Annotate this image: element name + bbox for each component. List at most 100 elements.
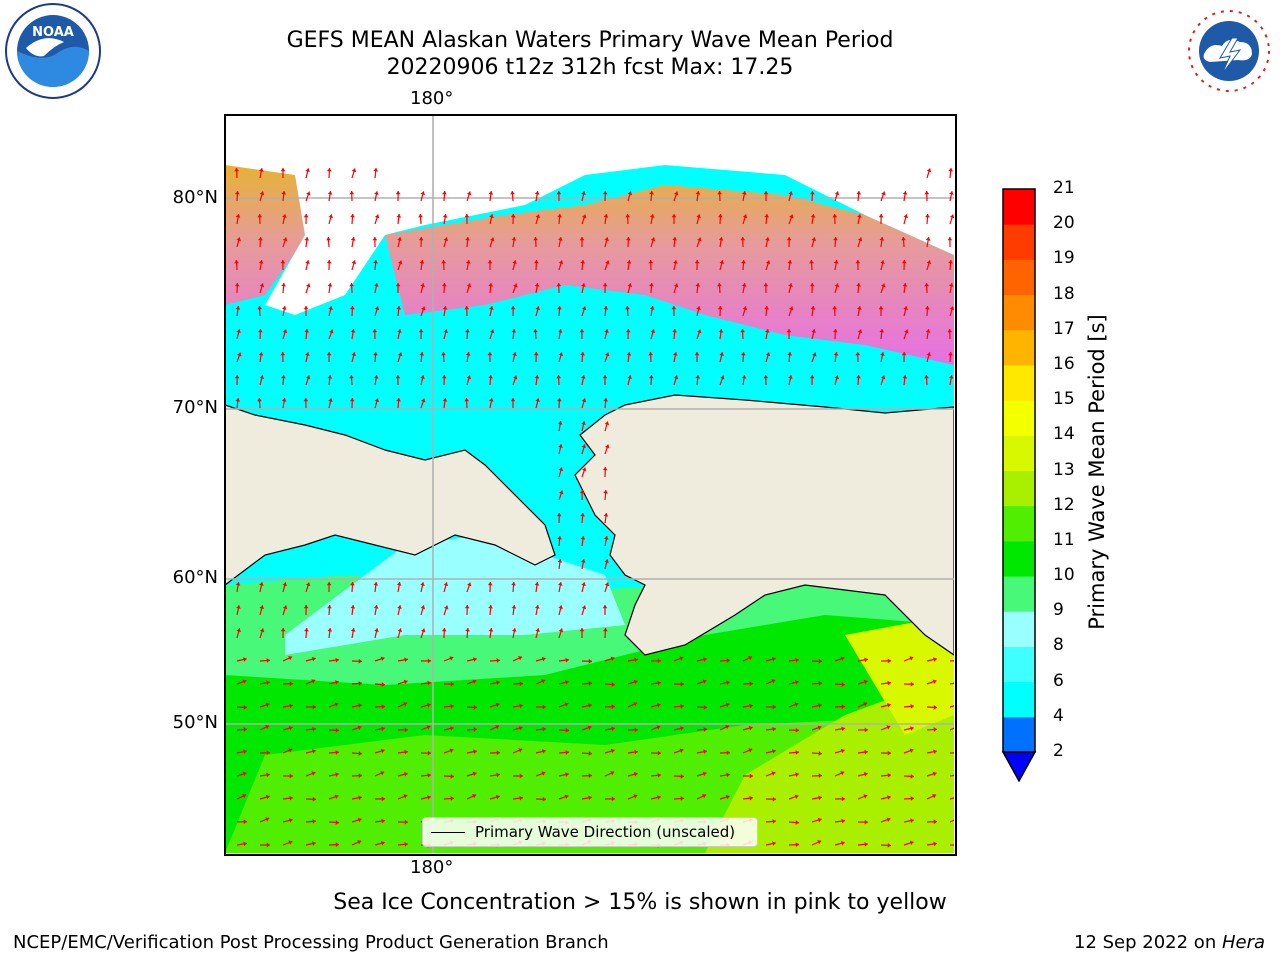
wave-arrow-head — [403, 702, 408, 707]
wave-arrow-head — [496, 772, 500, 778]
wave-arrow-head — [880, 260, 885, 264]
wave-arrow-head — [856, 283, 861, 287]
wave-arrow-head — [243, 819, 247, 825]
wave-arrow-head — [812, 352, 817, 357]
colorbar — [1001, 188, 1037, 783]
wave-arrow-head — [289, 703, 293, 709]
wave-arrow-head — [857, 329, 863, 334]
wave-arrow-head — [580, 352, 585, 356]
wave-arrow-head — [673, 260, 678, 264]
wave-arrow-head — [235, 214, 241, 218]
wave-arrow-head — [864, 657, 868, 663]
wave-arrow-head — [487, 582, 493, 586]
wave-arrow-head — [703, 749, 707, 755]
wave-arrow-head — [673, 283, 679, 288]
map-subtitle: 20220906 t12z 312h fcst Max: 17.25 — [386, 55, 794, 80]
wave-arrow-head — [473, 727, 477, 732]
wave-arrow-head — [926, 260, 932, 265]
wave-arrow-head — [374, 191, 379, 195]
colorbar-segment — [1003, 470, 1035, 507]
wave-arrow-head — [556, 191, 562, 195]
wave-arrow-head — [697, 237, 702, 242]
wave-arrow-head — [771, 749, 776, 754]
wave-arrow-head — [580, 375, 586, 379]
wave-arrow-head — [488, 375, 493, 379]
wave-arrow-head — [649, 214, 655, 218]
wave-arrow-head — [749, 703, 753, 709]
wave-arrow-head — [442, 283, 447, 287]
wave-arrow-head — [695, 375, 701, 379]
wave-arrow-head — [266, 772, 270, 778]
wave-arrow-head — [887, 795, 891, 800]
wave-arrow-head — [280, 168, 286, 172]
wave-arrow-head — [925, 329, 931, 333]
wave-arrow-head — [557, 582, 563, 586]
wave-arrow-head — [311, 771, 316, 776]
wave-arrow-head — [741, 283, 747, 287]
wave-arrow-head — [303, 398, 309, 402]
wave-arrow-head — [312, 819, 316, 824]
wave-arrow-head — [611, 796, 615, 802]
wave-arrow-head — [610, 771, 615, 776]
wave-arrow — [949, 705, 954, 708]
wave-arrow-head — [449, 656, 454, 661]
wave-arrow-head — [496, 680, 500, 686]
wave-arrow-head — [933, 727, 937, 732]
wave-arrow-head — [303, 605, 309, 609]
wave-arrow-head — [335, 820, 339, 825]
wave-arrow-head — [818, 773, 822, 778]
wave-arrow-head — [312, 726, 316, 732]
wave-arrow-head — [335, 772, 339, 777]
wave-arrow-head — [326, 352, 332, 356]
wave-arrow-head — [671, 214, 677, 218]
wave-arrow-head — [788, 283, 793, 287]
wave-arrow-head — [281, 375, 286, 379]
wave-arrow-head — [327, 168, 332, 172]
wave-arrow-head — [626, 260, 632, 264]
wave-arrow-head — [311, 656, 316, 662]
wave-arrow-head — [909, 748, 914, 753]
wave-arrow-head — [602, 191, 608, 195]
wave-arrow-head — [556, 375, 561, 379]
wave-arrow-head — [351, 168, 357, 173]
wave-arrow-head — [326, 260, 332, 264]
wave-arrow-head — [419, 352, 425, 356]
wave-arrow-head — [634, 657, 638, 663]
ocean-field-pacific-12s — [705, 675, 954, 853]
wave-arrow-head — [788, 306, 794, 311]
wave-arrow-head — [328, 398, 333, 402]
wave-arrow-head — [719, 352, 724, 357]
wave-arrow-head — [243, 727, 247, 732]
wave-arrow-head — [588, 751, 592, 756]
wave-arrow-head — [541, 656, 546, 662]
wave-arrow-head — [349, 375, 354, 379]
wave-arrow-head — [625, 329, 631, 333]
wave-arrow-head — [649, 375, 654, 379]
wave-arrow-head — [464, 398, 469, 402]
wave-arrow-head — [242, 679, 247, 684]
wave-arrow-head — [565, 772, 569, 777]
wave-arrow-head — [441, 352, 446, 356]
wave-arrow-head — [740, 329, 745, 333]
wave-arrow-head — [857, 237, 863, 242]
wave-arrow-head — [680, 774, 684, 779]
wave-arrow-head — [695, 283, 701, 287]
wave-arrow-head — [257, 398, 262, 402]
wave-arrow-head — [565, 750, 569, 755]
noaa-logo-text: NOAA — [32, 25, 74, 40]
wave-arrow-head — [265, 817, 270, 822]
wave-arrow — [949, 774, 954, 777]
wave-arrow-head — [604, 329, 609, 333]
wave-arrow-head — [879, 329, 885, 333]
wave-arrow-head — [949, 214, 954, 219]
wave-arrow-head — [634, 727, 638, 733]
wave-arrow-head — [581, 214, 587, 219]
wave-arrow-head — [901, 237, 906, 241]
wave-arrow-head — [948, 375, 954, 379]
wave-arrow-head — [856, 191, 862, 195]
wave-arrow-head — [466, 191, 472, 196]
wave-arrow-head — [358, 795, 362, 801]
wave-arrow-head — [235, 582, 241, 586]
wave-arrow-head — [374, 628, 379, 632]
wave-arrow-head — [811, 329, 816, 334]
